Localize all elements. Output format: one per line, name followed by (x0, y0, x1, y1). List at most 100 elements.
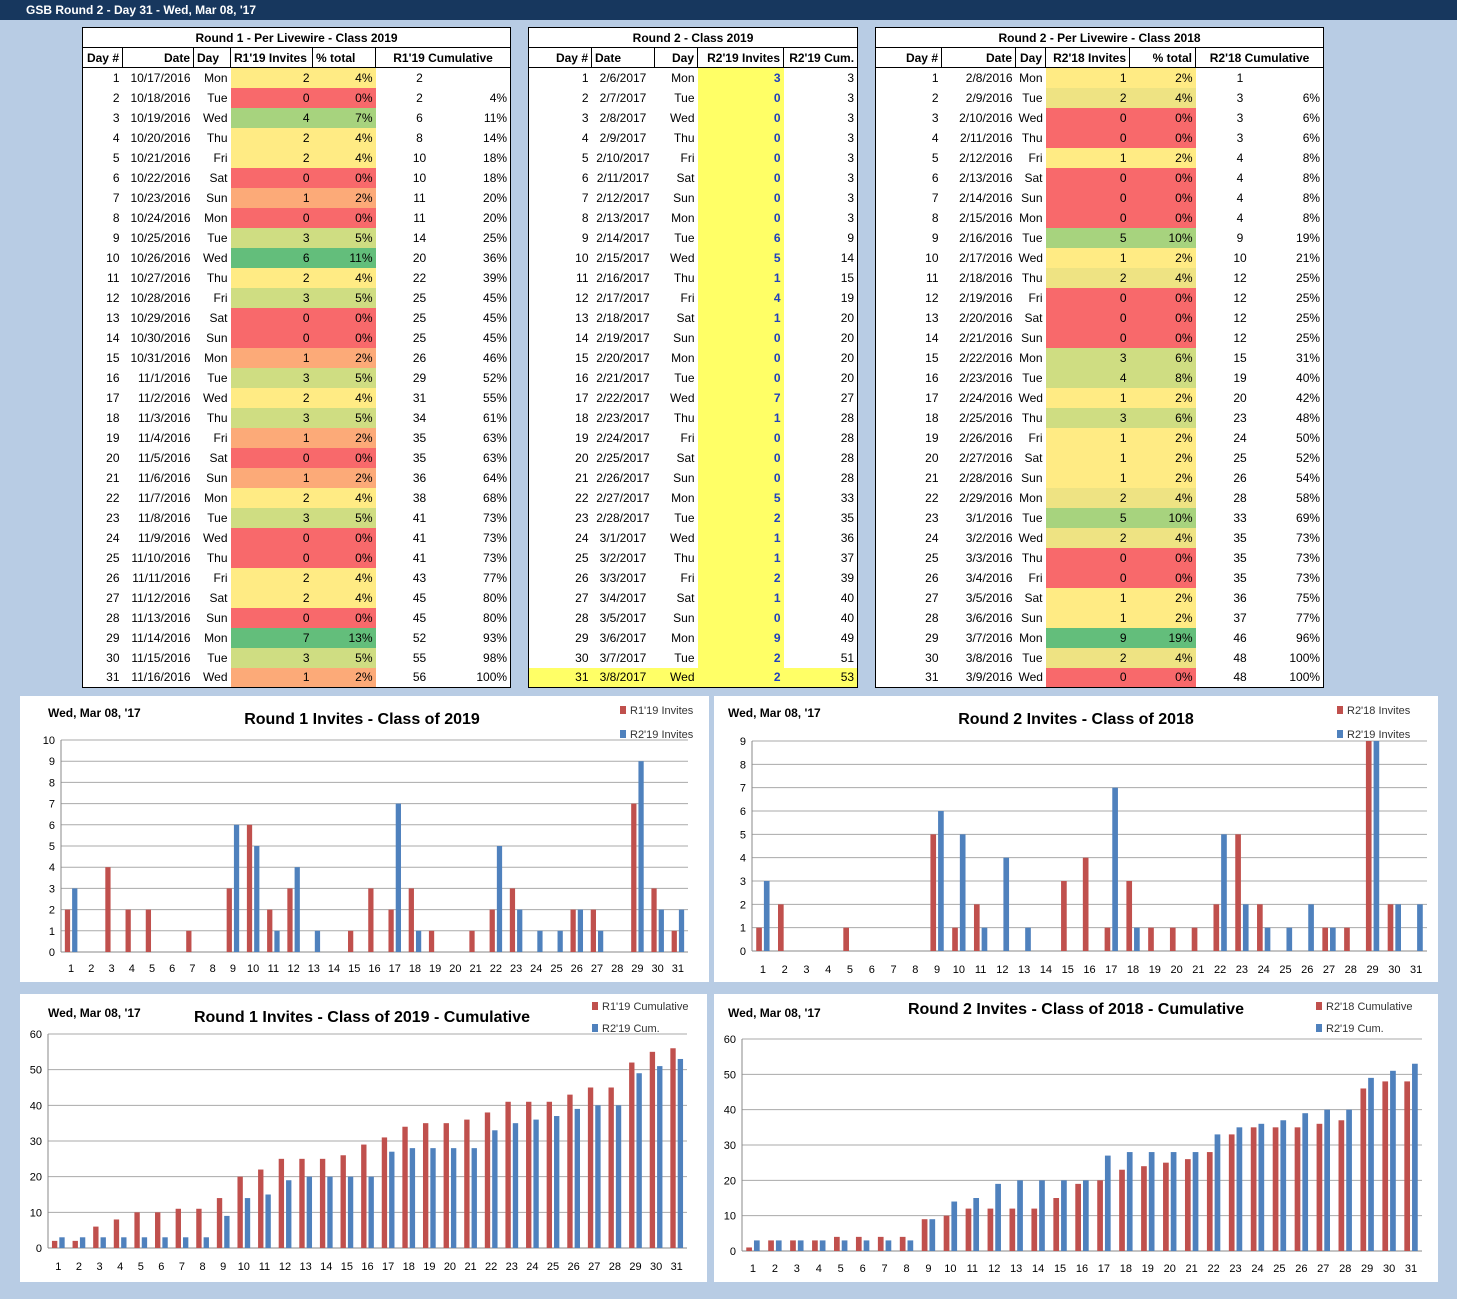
cell-day: Fri (680, 150, 695, 165)
bar (484, 1112, 491, 1248)
cell-day: Wed (654, 667, 698, 688)
cell-invites: 1 (1045, 147, 1130, 168)
bar (1053, 1198, 1060, 1251)
x-tick-label: 26 (571, 963, 583, 975)
cell-day: Sun (673, 330, 695, 345)
bar (819, 1240, 826, 1251)
y-tick-label: 5 (49, 841, 55, 853)
cell-invites: 0 (697, 107, 784, 128)
cell-cumulative-pct (1285, 68, 1324, 88)
bar (1104, 927, 1111, 951)
bar (1280, 1120, 1287, 1251)
bar (340, 1155, 346, 1248)
cell-day-num: 5 (581, 150, 589, 165)
cell-invites: 2 (1045, 267, 1130, 288)
cell-date: 10/30/2016 (130, 330, 191, 345)
cell-date: 2/27/2017 (596, 490, 650, 505)
cell-day-num: 28 (925, 610, 939, 625)
cell-cum: 3 (847, 210, 855, 225)
table-row: 22 2/29/2016 Mon 2 4% 28 58% (876, 487, 1324, 508)
bar (155, 1212, 161, 1248)
cell-invites: 0 (1045, 547, 1130, 568)
bar (72, 888, 78, 952)
cell-date: 2/18/2016 (959, 270, 1013, 285)
cell-pct-total: 5% (312, 407, 376, 428)
bar (834, 1236, 840, 1251)
cell-invites: 5 (697, 487, 784, 508)
cell-cumulative: 41 (412, 550, 427, 565)
cell-pct-total: 2% (1129, 587, 1196, 608)
cell-day: Sat (676, 170, 695, 185)
cell-date: 3/4/2016 (965, 570, 1013, 585)
cell-invites: 2 (1045, 527, 1130, 548)
chart-date-label: Wed, Mar 08, '17 (728, 706, 821, 720)
cell-cumulative-pct: 21% (1296, 250, 1321, 265)
table-row: 1 10/17/2016 Mon 2 4% 2 (83, 67, 511, 88)
bar (526, 1101, 532, 1248)
x-tick-label: 10 (238, 1261, 250, 1273)
cell-cumulative-pct: 42% (1296, 390, 1321, 405)
cell-day-num: 15 (575, 350, 589, 365)
cell-date: 2/22/2016 (959, 350, 1013, 365)
cell-day: Fri (680, 290, 695, 305)
bar (533, 1119, 539, 1248)
x-tick-label: 13 (1010, 1263, 1022, 1275)
bar (929, 1219, 936, 1251)
x-tick-label: 29 (1366, 964, 1378, 976)
x-tick-label: 21 (1186, 1263, 1198, 1275)
cell-cumulative: 45 (412, 590, 427, 605)
cell-day-num: 27 (575, 590, 589, 605)
cell-invites: 2 (1045, 487, 1130, 508)
cell-cum: 19 (840, 290, 855, 305)
x-tick-label: 18 (409, 963, 421, 975)
x-tick-label: 19 (423, 1261, 435, 1273)
cell-pct-total: 4% (312, 387, 376, 408)
x-tick-label: 15 (1054, 1263, 1066, 1275)
legend-swatch (592, 1024, 598, 1032)
bar (254, 846, 260, 952)
cell-pct-total: 5% (312, 287, 376, 308)
cell-date: 10/20/2016 (130, 130, 191, 145)
cell-cumulative-pct: 25% (483, 230, 508, 245)
col-header-pct-total: % total (312, 47, 376, 68)
bar (1214, 1134, 1221, 1251)
cell-date: 2/16/2017 (596, 270, 650, 285)
bar (408, 888, 414, 952)
cell-date: 10/18/2016 (130, 90, 191, 105)
legend-label: R2'19 Cum. (1326, 1023, 1384, 1035)
cell-cumulative-pct (464, 68, 511, 88)
cell-invites: 0 (230, 547, 313, 568)
col-header-date: Date (591, 47, 655, 68)
x-tick-label: 4 (816, 1263, 822, 1275)
cell-cum: 49 (840, 630, 855, 645)
cell-cumulative-pct: 80% (483, 610, 508, 625)
cell-day-num: 12 (925, 290, 939, 305)
cell-day: Wed (203, 390, 228, 405)
cell-day: Wed (203, 530, 228, 545)
table-row: 1 2/8/2016 Mon 1 2% 1 (876, 67, 1324, 88)
x-tick-label: 8 (200, 1261, 206, 1273)
cell-cum: 28 (840, 470, 855, 485)
table-row: 18 11/3/2016 Thu 3 5% 34 61% (83, 407, 511, 428)
cell-day-num: 22 (106, 490, 120, 505)
x-tick-label: 3 (803, 964, 809, 976)
cell-cumulative-pct: 25% (1296, 290, 1321, 305)
bar (1206, 1152, 1213, 1251)
x-tick-label: 14 (1040, 964, 1052, 976)
bar (100, 1237, 106, 1248)
cell-day: Wed (670, 110, 695, 125)
cell-pct-total: 11% (312, 247, 376, 268)
x-tick-label: 13 (308, 963, 320, 975)
cell-cumulative: 31 (412, 390, 427, 405)
x-tick-label: 28 (1345, 964, 1357, 976)
bar (1235, 834, 1241, 951)
cell-pct-total: 13% (312, 627, 376, 648)
bar (951, 1201, 958, 1251)
bar (1134, 927, 1140, 951)
x-tick-label: 1 (68, 963, 74, 975)
x-tick-label: 31 (671, 1261, 683, 1273)
col-header-invites: R2'19 Invites (697, 47, 784, 68)
bar (388, 909, 394, 952)
chart-panel-round1-cumulative: 0 10 20 30 40 50 60 1 2 3 4 5 6 7 8 9 10 11 12 13 14 15 16 17 18… (20, 994, 707, 1282)
